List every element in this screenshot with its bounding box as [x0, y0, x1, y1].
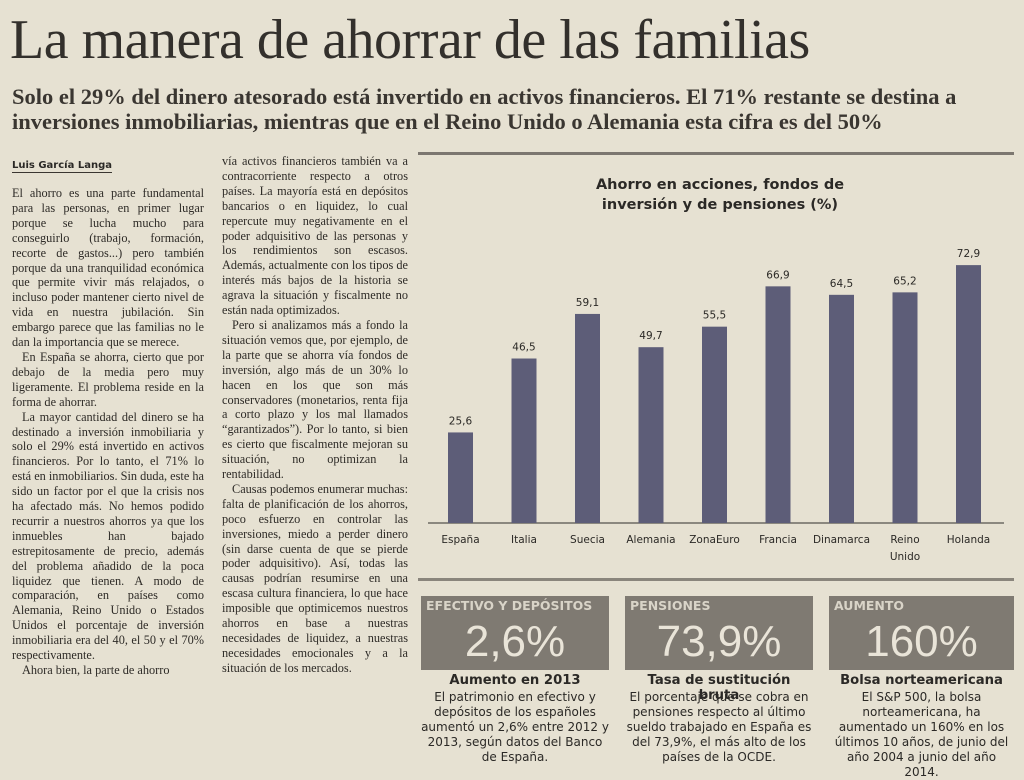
chart-value-label: 72,9 [957, 248, 980, 260]
paragraph: Causas podemos enumerar muchas: falta de… [222, 481, 408, 675]
chart-value-label: 59,1 [576, 297, 599, 309]
article-column-2: vía activos financieros también va a con… [222, 154, 408, 676]
chart-category-label: Suecia [570, 534, 605, 546]
article-column-1: El ahorro es una parte fundamental para … [12, 186, 204, 678]
chart-value-label: 65,2 [893, 275, 916, 287]
chart-title-line-2: inversión y de pensiones (%) [601, 197, 839, 213]
stat-box-label: EFECTIVO Y DEPÓSITOS [426, 598, 593, 613]
byline: Luis García Langa [12, 160, 112, 173]
paragraph: La mayor cantidad del dinero se ha desti… [12, 409, 204, 663]
chart-bar [829, 294, 854, 523]
chart-value-label: 46,5 [512, 342, 535, 354]
stat-box-pensiones: PENSIONES 73,9% [625, 596, 813, 670]
chart-bar [702, 326, 727, 523]
stat-box-efectivo: EFECTIVO Y DEPÓSITOS 2,6% [421, 596, 609, 670]
paragraph: vía activos financieros también va a con… [222, 154, 408, 318]
chart-category-label: Italia [511, 534, 537, 546]
chart-category-label: Alemania [626, 534, 675, 546]
chart-bottom-rule [418, 578, 1014, 581]
chart-title: Ahorro en acciones, fondos de inversión … [520, 175, 920, 215]
chart-value-label: 64,5 [830, 278, 853, 290]
paragraph: En España se ahorra, cierto que por deba… [12, 349, 204, 409]
chart-category-label: España [441, 534, 479, 546]
chart-bar [575, 313, 600, 523]
chart-bar [511, 358, 537, 523]
chart-title-line-1: Ahorro en acciones, fondos de [595, 177, 845, 193]
chart-category-label: Dinamarca [813, 534, 870, 546]
stat-box-text: El S&P 500, la bolsa norteamericana, ha … [834, 690, 1009, 779]
headline: La manera de ahorrar de las familias [10, 9, 810, 71]
stat-box-text: El patrimonio en efectivo y depósitos de… [421, 690, 609, 764]
chart-bar [765, 286, 791, 523]
chart-category-label: Unido [890, 551, 920, 563]
bar-chart: 25,6 España 46,5 Italia 59,1 Suecia 49,7 Aleman… [428, 248, 1004, 563]
stat-box-value: 73,9% [656, 617, 782, 666]
chart-category-label: Francia [759, 534, 797, 546]
stat-box-text: El porcentaje que se cobra en pensiones … [626, 690, 812, 764]
chart-value-label: 55,5 [703, 310, 726, 322]
chart-bar [956, 265, 981, 523]
stat-box-value: 160% [865, 617, 978, 666]
chart-value-label: 25,6 [449, 415, 473, 427]
chart-bar [892, 292, 918, 523]
chart-category-label: Holanda [947, 534, 990, 546]
chart-category-label: ZonaEuro [689, 534, 740, 546]
chart-category-label: Reino [890, 534, 919, 546]
chart-top-rule [418, 152, 1014, 155]
stat-box-label: AUMENTO [834, 598, 905, 613]
chart-value-label: 66,9 [766, 269, 789, 281]
stat-box-label: PENSIONES [630, 598, 711, 613]
chart-value-label: 49,7 [639, 330, 662, 342]
stat-box-heading: Bolsa norteamericana [840, 673, 1003, 688]
stat-box-value: 2,6% [464, 617, 566, 666]
subheadline: Solo el 29% del dinero atesorado está in… [12, 84, 957, 134]
paragraph: Pero si analizamos más a fondo la situac… [222, 317, 408, 482]
paragraph: El ahorro es una parte fundamental para … [12, 186, 204, 350]
stat-box-heading: Aumento en 2013 [449, 673, 581, 688]
stat-box-heading: Tasa de sustitución bruta [647, 673, 791, 703]
paragraph: Ahora bien, la parte de ahorro [22, 663, 170, 677]
stat-box-aumento: AUMENTO 160% [829, 596, 1014, 670]
chart-bar [448, 432, 473, 523]
chart-bar [638, 347, 664, 523]
